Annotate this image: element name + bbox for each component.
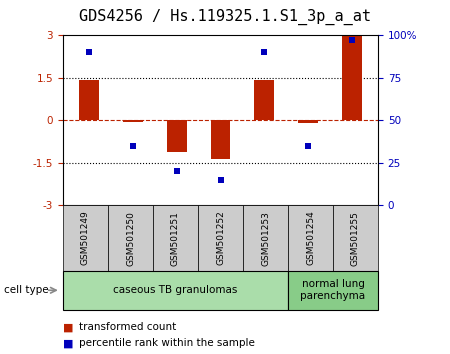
Bar — [167, 120, 187, 152]
Text: GSM501249: GSM501249 — [81, 211, 90, 266]
Bar — [254, 80, 274, 120]
Text: normal lung
parenchyma: normal lung parenchyma — [301, 279, 365, 301]
Point — [261, 50, 268, 55]
Text: GSM501253: GSM501253 — [261, 211, 270, 266]
Bar — [211, 120, 230, 159]
Point — [348, 38, 356, 43]
Point — [86, 50, 93, 55]
Text: GSM501254: GSM501254 — [306, 211, 315, 266]
Text: ■: ■ — [63, 338, 73, 348]
Bar — [79, 80, 99, 120]
Point — [304, 143, 311, 149]
Text: GSM501251: GSM501251 — [171, 211, 180, 266]
Text: caseous TB granulomas: caseous TB granulomas — [113, 285, 238, 295]
Point — [217, 177, 224, 183]
Text: GDS4256 / Hs.119325.1.S1_3p_a_at: GDS4256 / Hs.119325.1.S1_3p_a_at — [79, 9, 371, 25]
Bar — [123, 120, 143, 122]
Text: percentile rank within the sample: percentile rank within the sample — [79, 338, 255, 348]
Text: cell type: cell type — [4, 285, 49, 295]
Text: GSM501252: GSM501252 — [216, 211, 225, 266]
Text: GSM501250: GSM501250 — [126, 211, 135, 266]
Bar — [342, 35, 362, 120]
Point — [130, 143, 137, 149]
Text: GSM501255: GSM501255 — [351, 211, 360, 266]
Text: transformed count: transformed count — [79, 322, 176, 332]
Text: ■: ■ — [63, 322, 73, 332]
Point — [173, 169, 180, 174]
Bar — [298, 120, 318, 122]
